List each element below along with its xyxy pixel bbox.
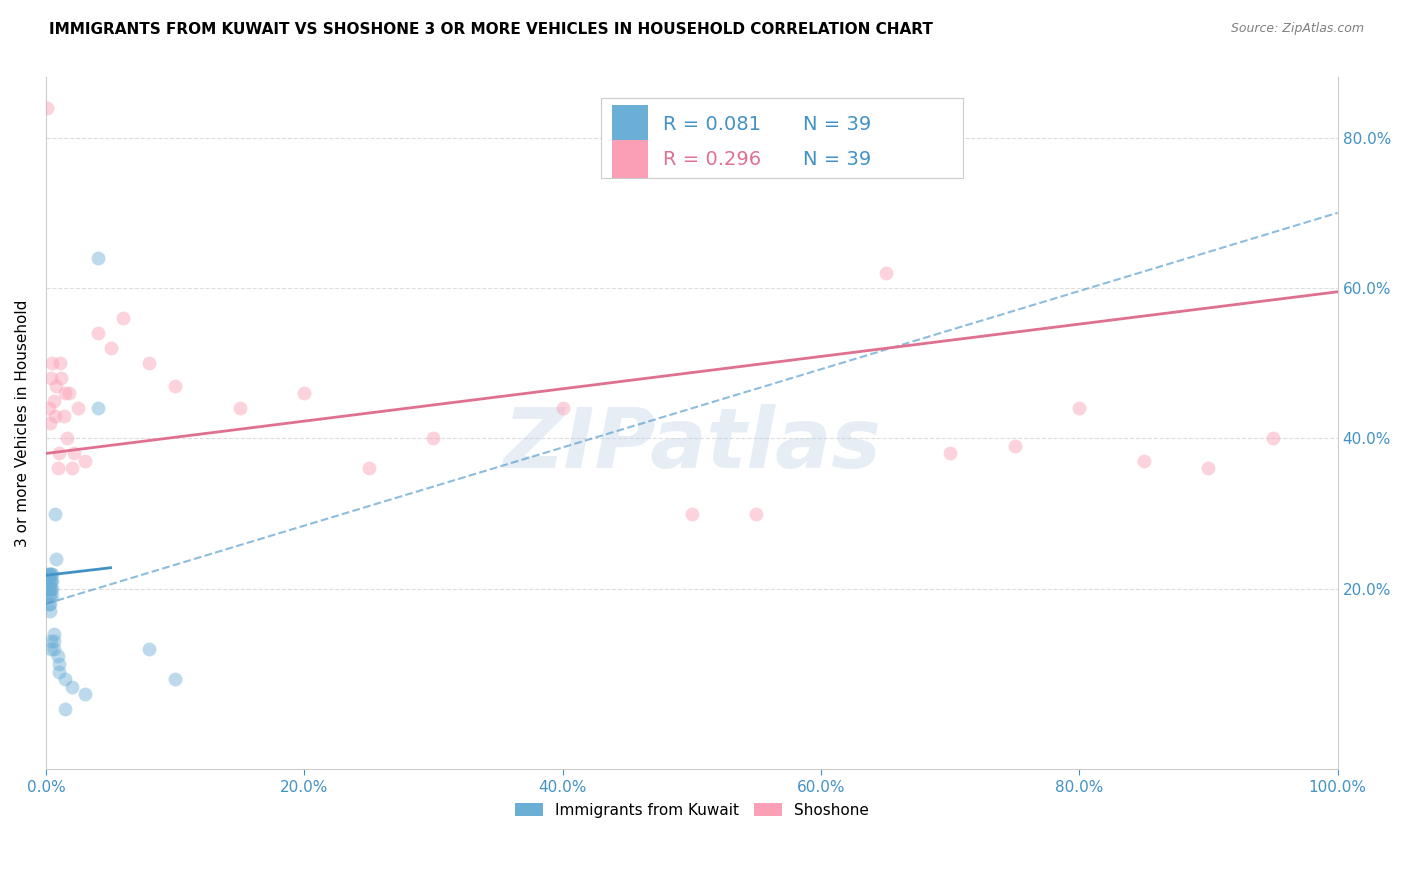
- Point: [63, 446, 86, 460]
- Point: [551, 401, 574, 416]
- Text: R = 0.296: R = 0.296: [664, 150, 762, 169]
- Point: [46, 461, 69, 475]
- Point: [39, 371, 62, 385]
- Point: [48, 665, 70, 679]
- Point: [53, 702, 76, 716]
- Point: [41, 566, 63, 581]
- Point: [1069, 401, 1091, 416]
- Text: N = 39: N = 39: [803, 150, 872, 169]
- Point: [38, 604, 60, 618]
- Point: [41, 574, 63, 589]
- Point: [1004, 439, 1026, 453]
- Point: [875, 266, 897, 280]
- Point: [58, 386, 80, 401]
- Point: [38, 590, 60, 604]
- Point: [67, 401, 90, 416]
- Point: [39, 566, 62, 581]
- Point: [1198, 461, 1220, 475]
- Point: [41, 590, 63, 604]
- Point: [86, 401, 108, 416]
- Point: [38, 574, 60, 589]
- Point: [112, 311, 135, 326]
- Point: [39, 582, 62, 596]
- Point: [939, 446, 962, 460]
- Point: [422, 431, 444, 445]
- Point: [138, 356, 160, 370]
- Point: [37, 101, 59, 115]
- Point: [228, 401, 250, 416]
- Point: [53, 672, 76, 686]
- Point: [44, 507, 66, 521]
- Point: [42, 393, 65, 408]
- Point: [37, 566, 59, 581]
- Point: [39, 574, 62, 589]
- Point: [48, 657, 70, 671]
- Point: [42, 627, 65, 641]
- Point: [38, 566, 60, 581]
- Point: [38, 417, 60, 431]
- Point: [48, 446, 70, 460]
- Point: [38, 597, 60, 611]
- Point: [38, 401, 60, 416]
- Point: [1133, 454, 1156, 468]
- Text: IMMIGRANTS FROM KUWAIT VS SHOSHONE 3 OR MORE VEHICLES IN HOUSEHOLD CORRELATION C: IMMIGRANTS FROM KUWAIT VS SHOSHONE 3 OR …: [49, 22, 934, 37]
- Point: [42, 642, 65, 657]
- Point: [1261, 431, 1284, 445]
- Text: N = 39: N = 39: [803, 115, 872, 134]
- Point: [38, 582, 60, 596]
- Legend: Immigrants from Kuwait, Shoshone: Immigrants from Kuwait, Shoshone: [509, 797, 875, 824]
- Text: R = 0.081: R = 0.081: [664, 115, 762, 134]
- Point: [138, 642, 160, 657]
- Point: [44, 409, 66, 423]
- Point: [42, 634, 65, 648]
- Text: ZIPatlas: ZIPatlas: [503, 403, 880, 484]
- Point: [53, 386, 76, 401]
- Point: [681, 507, 703, 521]
- Point: [165, 378, 187, 392]
- Point: [86, 251, 108, 265]
- Point: [41, 356, 63, 370]
- Text: Source: ZipAtlas.com: Source: ZipAtlas.com: [1230, 22, 1364, 36]
- Point: [41, 582, 63, 596]
- Point: [46, 649, 69, 664]
- FancyBboxPatch shape: [612, 140, 648, 178]
- Point: [292, 386, 315, 401]
- Point: [86, 326, 108, 340]
- Point: [745, 507, 768, 521]
- Point: [55, 431, 77, 445]
- Point: [38, 566, 60, 581]
- Point: [165, 672, 187, 686]
- Point: [39, 642, 62, 657]
- Point: [37, 574, 59, 589]
- Point: [39, 634, 62, 648]
- Point: [45, 378, 67, 392]
- Point: [100, 341, 122, 355]
- FancyBboxPatch shape: [612, 105, 648, 144]
- Point: [38, 582, 60, 596]
- Point: [37, 582, 59, 596]
- Point: [60, 680, 83, 694]
- Point: [357, 461, 380, 475]
- Point: [53, 409, 76, 423]
- Point: [38, 597, 60, 611]
- Point: [49, 356, 72, 370]
- Point: [73, 687, 96, 701]
- Y-axis label: 3 or more Vehicles in Household: 3 or more Vehicles in Household: [15, 300, 30, 547]
- Point: [45, 551, 67, 566]
- Point: [51, 371, 73, 385]
- FancyBboxPatch shape: [602, 98, 963, 178]
- Point: [38, 590, 60, 604]
- Point: [38, 574, 60, 589]
- Point: [73, 454, 96, 468]
- Point: [60, 461, 83, 475]
